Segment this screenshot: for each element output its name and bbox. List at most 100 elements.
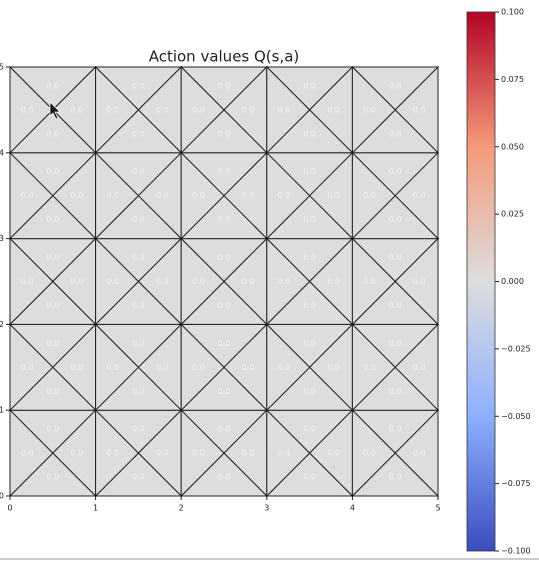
- q-value-label: 0.0: [363, 363, 376, 372]
- q-value-label: 0.0: [218, 253, 231, 262]
- colorbar-tick-label: 0.100: [501, 8, 524, 17]
- q-value-label: 0.0: [363, 191, 376, 200]
- colorbar-tick-label: 0.075: [501, 75, 524, 84]
- q-value-label: 0.0: [303, 81, 316, 90]
- q-value-label: 0.0: [46, 339, 59, 348]
- q-triangle: [95, 65, 140, 155]
- colorbar: [466, 11, 496, 552]
- q-value-label: 0.0: [106, 449, 119, 458]
- q-value-label: 0.0: [132, 473, 145, 482]
- q-value-label: 0.0: [132, 81, 145, 90]
- q-value-label: 0.0: [132, 301, 145, 310]
- x-tick-label: 5: [435, 504, 440, 513]
- x-tick-label: 0: [7, 504, 12, 513]
- q-value-label: 0.0: [242, 449, 255, 458]
- x-tick-label: 4: [350, 504, 355, 513]
- q-triangle: [180, 65, 225, 155]
- q-value-label: 0.0: [327, 105, 340, 114]
- q-value-label: 0.0: [303, 167, 316, 176]
- q-value-label: 0.0: [46, 387, 59, 396]
- q-value-label: 0.0: [413, 449, 426, 458]
- q-value-label: 0.0: [70, 363, 83, 372]
- q-triangle: [95, 323, 140, 412]
- q-triangle: [95, 408, 140, 498]
- q-value-label: 0.0: [278, 277, 291, 286]
- y-tick-label: 5: [0, 63, 4, 72]
- q-value-label: 0.0: [303, 387, 316, 396]
- q-value-label: 0.0: [218, 425, 231, 434]
- q-value-label: 0.0: [156, 191, 169, 200]
- q-value-label: 0.0: [389, 167, 402, 176]
- q-value-label: 0.0: [389, 387, 402, 396]
- q-value-label: 0.0: [413, 277, 426, 286]
- q-value-label: 0.0: [242, 191, 255, 200]
- q-value-label: 0.0: [21, 191, 34, 200]
- mouse-cursor: [49, 101, 61, 120]
- q-value-label: 0.0: [363, 449, 376, 458]
- q-value-label: 0.0: [413, 105, 426, 114]
- q-value-label: 0.0: [106, 277, 119, 286]
- q-value-label: 0.0: [327, 449, 340, 458]
- q-triangle: [351, 65, 396, 155]
- x-tick-label: 1: [93, 504, 98, 513]
- q-value-label: 0.0: [363, 105, 376, 114]
- q-value-label: 0.0: [303, 301, 316, 310]
- q-value-label: 0.0: [327, 363, 340, 372]
- y-tick-label: 3: [0, 234, 4, 243]
- q-value-label: 0.0: [192, 363, 205, 372]
- q-value-label: 0.0: [242, 363, 255, 372]
- plot-frame: [9, 66, 439, 497]
- q-value-label: 0.0: [156, 277, 169, 286]
- q-value-label: 0.0: [46, 215, 59, 224]
- q-value-label: 0.0: [278, 363, 291, 372]
- q-value-label: 0.0: [303, 473, 316, 482]
- q-value-label: 0.0: [389, 425, 402, 434]
- q-value-label: 0.0: [389, 301, 402, 310]
- q-value-label: 0.0: [106, 191, 119, 200]
- q-triangle: [95, 237, 140, 326]
- q-triangle: [266, 151, 311, 240]
- colorbar-tick-label: −0.050: [501, 412, 531, 421]
- q-value-label: 0.0: [303, 129, 316, 138]
- q-value-label: 0.0: [46, 301, 59, 310]
- colorbar-tick-label: −0.075: [501, 479, 531, 488]
- q-value-label: 0.0: [192, 277, 205, 286]
- q-triangle: [351, 323, 396, 412]
- q-value-label: 0.0: [218, 167, 231, 176]
- q-value-label: 0.0: [46, 167, 59, 176]
- q-value-label: 0.0: [327, 191, 340, 200]
- q-triangle: [266, 237, 311, 326]
- colorbar-tick-label: −0.025: [501, 344, 531, 353]
- q-value-label: 0.0: [132, 387, 145, 396]
- q-value-label: 0.0: [303, 215, 316, 224]
- q-value-label: 0.0: [389, 129, 402, 138]
- q-value-label: 0.0: [21, 105, 34, 114]
- q-value-label: 0.0: [132, 129, 145, 138]
- q-value-label: 0.0: [218, 473, 231, 482]
- q-triangle: [180, 323, 225, 412]
- x-tick-label: 3: [264, 504, 269, 513]
- q-triangle: [180, 408, 225, 498]
- q-value-label: 0.0: [192, 191, 205, 200]
- q-value-label: 0.0: [156, 363, 169, 372]
- q-triangle: [95, 151, 140, 240]
- q-value-label: 0.0: [327, 277, 340, 286]
- q-value-label: 0.0: [132, 253, 145, 262]
- q-value-label: 0.0: [156, 449, 169, 458]
- q-value-label: 0.0: [70, 105, 83, 114]
- q-value-label: 0.0: [218, 339, 231, 348]
- q-value-label: 0.0: [192, 449, 205, 458]
- colorbar-tick-label: 0.025: [501, 210, 524, 219]
- q-triangle: [266, 323, 311, 412]
- q-triangle: [180, 237, 225, 326]
- q-value-label: 0.0: [389, 253, 402, 262]
- q-value-label: 0.0: [389, 215, 402, 224]
- q-triangle: [266, 408, 311, 498]
- q-value-label: 0.0: [70, 449, 83, 458]
- colorbar-tick-label: −0.100: [501, 547, 531, 556]
- q-value-label: 0.0: [46, 425, 59, 434]
- chart-title: Action values Q(s,a): [149, 48, 300, 66]
- q-value-label: 0.0: [363, 277, 376, 286]
